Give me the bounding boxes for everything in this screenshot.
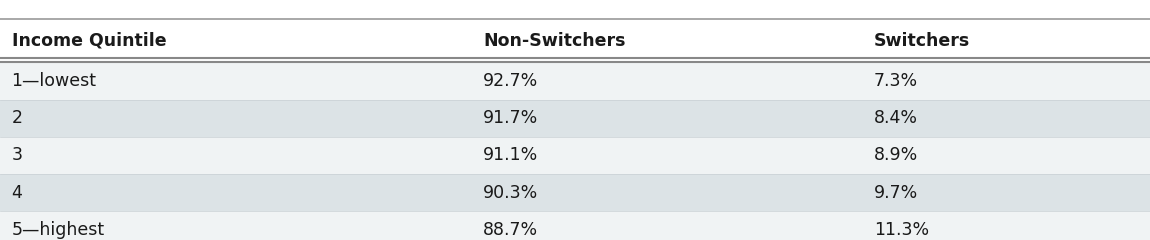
FancyBboxPatch shape (0, 100, 1150, 137)
Text: Non-Switchers: Non-Switchers (483, 32, 626, 50)
FancyBboxPatch shape (0, 211, 1150, 240)
Text: 90.3%: 90.3% (483, 184, 538, 202)
Text: 92.7%: 92.7% (483, 72, 538, 90)
Text: 91.7%: 91.7% (483, 109, 538, 127)
Text: 7.3%: 7.3% (874, 72, 918, 90)
FancyBboxPatch shape (0, 137, 1150, 174)
FancyBboxPatch shape (0, 62, 1150, 100)
Text: 3: 3 (12, 146, 23, 164)
Text: 1—lowest: 1—lowest (12, 72, 97, 90)
FancyBboxPatch shape (0, 19, 1150, 62)
Text: Switchers: Switchers (874, 32, 971, 50)
FancyBboxPatch shape (0, 174, 1150, 211)
Text: 4: 4 (12, 184, 22, 202)
Text: 8.9%: 8.9% (874, 146, 918, 164)
Text: Income Quintile: Income Quintile (12, 32, 166, 50)
Text: 88.7%: 88.7% (483, 221, 538, 239)
Text: 91.1%: 91.1% (483, 146, 538, 164)
Text: 11.3%: 11.3% (874, 221, 929, 239)
Text: 9.7%: 9.7% (874, 184, 918, 202)
Text: 8.4%: 8.4% (874, 109, 918, 127)
Text: 2: 2 (12, 109, 23, 127)
Text: 5—highest: 5—highest (12, 221, 105, 239)
